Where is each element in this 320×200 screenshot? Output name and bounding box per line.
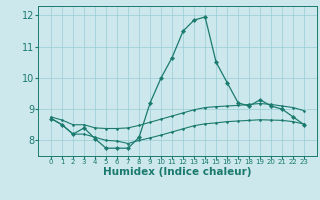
X-axis label: Humidex (Indice chaleur): Humidex (Indice chaleur) <box>103 167 252 177</box>
